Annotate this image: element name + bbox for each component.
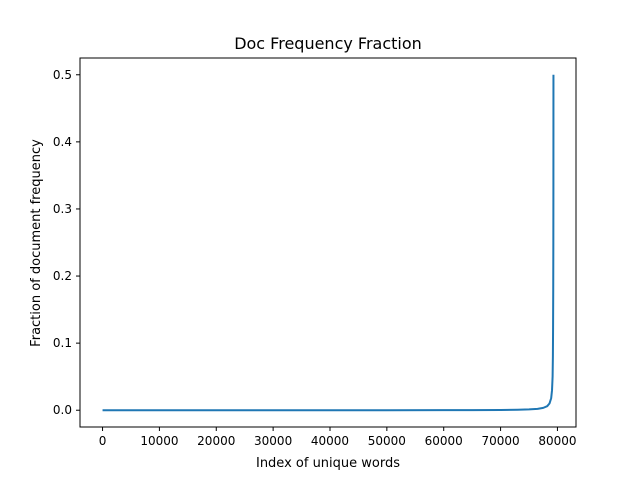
y-tick-label: 0.4 (53, 135, 72, 149)
x-tick-label: 30000 (254, 434, 292, 448)
axes-frame (79, 57, 577, 428)
x-tick-label: 40000 (311, 434, 349, 448)
x-tick-label: 50000 (368, 434, 406, 448)
x-tick-label: 80000 (538, 434, 576, 448)
y-tick-label: 0.0 (53, 403, 72, 417)
x-tick-label: 70000 (481, 434, 519, 448)
chart-title: Doc Frequency Fraction (234, 34, 422, 53)
y-tick-label: 0.5 (53, 68, 72, 82)
series-line (102, 74, 555, 412)
x-axis-ticks: 0 10000 20000 30000 40000 50000 60000 70000 8000… (99, 427, 577, 448)
y-axis-label: Fraction of document frequency (29, 139, 44, 347)
y-tick-label: 0.1 (53, 336, 72, 350)
y-tick-label: 0.3 (53, 202, 72, 216)
x-tick-label: 0 (99, 434, 107, 448)
x-tick-label: 20000 (197, 434, 235, 448)
x-axis-label: Index of unique words (256, 456, 400, 471)
y-axis-ticks: 0.0 0.1 0.2 0.3 0.4 0.5 (53, 68, 80, 417)
x-tick-label: 10000 (140, 434, 178, 448)
y-tick-label: 0.2 (53, 269, 72, 283)
x-tick-label: 60000 (425, 434, 463, 448)
